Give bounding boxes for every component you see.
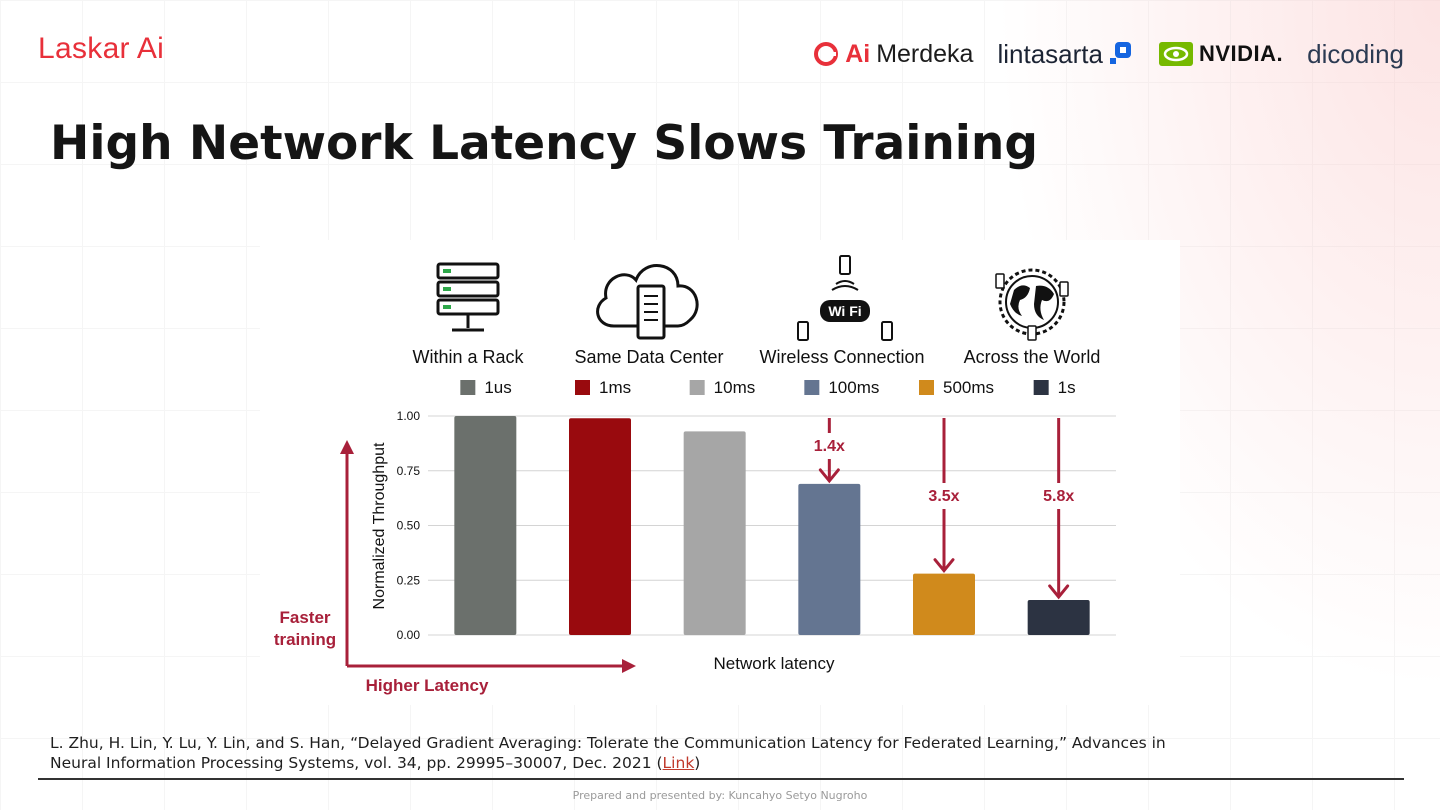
footer-divider bbox=[38, 778, 1404, 780]
group-label-3: Across the World bbox=[964, 347, 1101, 367]
legend-swatch-1ms bbox=[575, 380, 590, 395]
ai-merdeka-text: Merdeka bbox=[876, 39, 974, 68]
slowdown-arrowhead-1s bbox=[1048, 584, 1070, 600]
globe-devices-icon bbox=[995, 268, 1069, 341]
faster-training-label-line1: Faster bbox=[279, 608, 330, 627]
nvidia-logo: NVIDIA. bbox=[1158, 41, 1284, 67]
group-label-0: Within a Rack bbox=[412, 347, 524, 367]
citation-link[interactable]: Link bbox=[662, 754, 695, 772]
legend-label-1us: 1us bbox=[484, 378, 511, 397]
lintasarta-logo: lintasarta bbox=[997, 39, 1135, 70]
higher-latency-label: Higher Latency bbox=[366, 676, 489, 695]
legend-swatch-500ms bbox=[919, 380, 934, 395]
citation: L. Zhu, H. Lin, Y. Lu, Y. Lin, and S. Ha… bbox=[50, 733, 1210, 773]
wifi-devices-icon: Wi Fi bbox=[797, 255, 893, 341]
bar-1us bbox=[454, 416, 517, 635]
y-axis-label: Normalized Throughput bbox=[371, 442, 388, 609]
legend-swatch-1s bbox=[1033, 380, 1049, 395]
bar-10ms bbox=[683, 431, 746, 635]
legend-label-100ms: 100ms bbox=[828, 378, 879, 397]
slowdown-arrowhead-100ms bbox=[818, 468, 840, 484]
ai-merdeka-logo: Ai Merdeka bbox=[813, 40, 973, 69]
nvidia-eye-icon bbox=[1158, 42, 1193, 66]
y-tick-0.25: 0.25 bbox=[397, 573, 421, 587]
group-labels: Within a Rack Same Data Center Wireless Co… bbox=[412, 347, 1100, 367]
legend-label-500ms: 500ms bbox=[943, 378, 994, 397]
trend-arrows bbox=[340, 440, 636, 673]
legend-swatch-10ms bbox=[689, 380, 705, 395]
legend-label-1s: 1s bbox=[1058, 378, 1076, 397]
slowdown-annotations: 1.4x 3.5x 5.8x bbox=[814, 418, 1074, 600]
footer-credit: Prepared and presented by: Kuncahyo Sety… bbox=[572, 789, 868, 802]
legend-swatch-100ms bbox=[804, 380, 820, 395]
faster-training-label-line2: training bbox=[274, 630, 336, 649]
slowdown-label-100ms: 1.4x bbox=[814, 438, 845, 455]
group-label-1: Same Data Center bbox=[574, 347, 723, 367]
group-label-2: Wireless Connection bbox=[759, 347, 924, 367]
y-tick-0.75: 0.75 bbox=[397, 464, 421, 478]
legend-label-1ms: 1ms bbox=[599, 378, 631, 397]
latency-throughput-chart: Wi Fi Within a Rack Same Data Center Wirel… bbox=[274, 255, 1116, 695]
citation-text: L. Zhu, H. Lin, Y. Lu, Y. Lin, and S. Ha… bbox=[50, 734, 1166, 772]
slide-title: High Network Latency Slows Training bbox=[50, 116, 1039, 171]
citation-suffix: ) bbox=[694, 754, 701, 772]
y-tick-0.50: 0.50 bbox=[397, 519, 421, 533]
bar-500ms bbox=[913, 573, 975, 635]
bar-1s bbox=[1027, 599, 1090, 635]
svg-text:Wi Fi: Wi Fi bbox=[828, 303, 861, 319]
y-tick-1.00: 1.00 bbox=[397, 409, 421, 423]
lintasarta-mark-icon bbox=[1109, 42, 1131, 64]
cloud-server-icon bbox=[596, 264, 699, 340]
legend-swatch-1us bbox=[460, 380, 476, 395]
bar-1ms bbox=[569, 418, 631, 635]
dicoding-text: dicoding bbox=[1307, 38, 1404, 69]
legend-label-10ms: 10ms bbox=[714, 378, 756, 397]
nvidia-text: NVIDIA. bbox=[1198, 41, 1284, 66]
lintasarta-text: lintasarta bbox=[997, 38, 1103, 69]
partner-logos: Ai Merdeka lintasarta NVIDIA. dicoding bbox=[813, 24, 1404, 84]
ai-merdeka-mark-icon bbox=[814, 42, 839, 66]
dicoding-logo: dicoding bbox=[1307, 39, 1404, 70]
chart-grid: 0.00 0.25 0.50 0.75 1.00 bbox=[397, 409, 1116, 642]
slowdown-arrowhead-500ms bbox=[933, 558, 955, 574]
brand-logo: Laskar Ai bbox=[38, 32, 165, 65]
x-axis-label: Network latency bbox=[714, 654, 835, 673]
slowdown-label-1s: 5.8x bbox=[1043, 488, 1074, 505]
ai-merdeka-ai-text: Ai bbox=[845, 39, 871, 68]
chart-legend: 1us 1ms 10ms 100ms 500ms 1s bbox=[460, 378, 1076, 397]
server-rack-icon bbox=[436, 262, 500, 332]
y-tick-0.00: 0.00 bbox=[397, 628, 421, 642]
slowdown-label-500ms: 3.5x bbox=[928, 488, 959, 505]
bar-100ms bbox=[798, 483, 861, 635]
chart-bars bbox=[454, 416, 1090, 635]
